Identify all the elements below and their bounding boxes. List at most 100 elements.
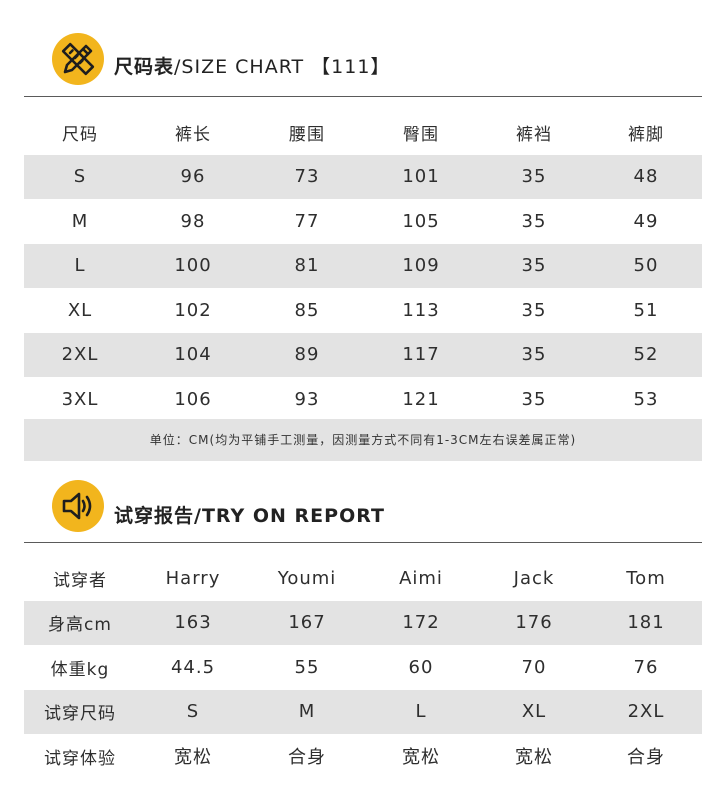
table-cell: 70 <box>521 656 547 678</box>
table-cell: Jack <box>513 567 555 589</box>
table-row: S 96 73 101 35 48 <box>24 154 702 199</box>
size-label: 2XL <box>24 332 136 377</box>
try-on-report-title-en: /TRY ON REPORT <box>194 505 385 527</box>
table-cell: 100 <box>136 243 250 288</box>
table-cell: 35 <box>478 154 590 199</box>
size-label: XL <box>67 299 93 321</box>
table-row: 3XL 106 93 121 35 53 <box>24 377 702 422</box>
table-row: L 100 81 109 35 50 <box>24 243 702 288</box>
size-label: L <box>24 243 136 288</box>
row-label: 身高cm <box>24 600 136 645</box>
size-chart-title-en: /SIZE CHART 【111】 <box>174 56 391 78</box>
table-cell: 52 <box>590 332 702 377</box>
row-label: 试穿者 <box>53 570 107 591</box>
table-row: 试穿体验 宽松 合身 宽松 宽松 合身 <box>24 734 702 779</box>
size-label: S <box>24 154 136 199</box>
header-cell: 尺码 <box>62 124 98 145</box>
table-row: XL 102 85 113 35 51 <box>24 288 702 333</box>
table-cell: Harry <box>165 567 221 589</box>
table-row: 体重kg 44.5 55 60 70 76 <box>24 645 702 690</box>
measurement-note: 单位：CM(均为平铺手工测量，因测量方式不同有1-3CM左右误差属正常) <box>24 419 702 461</box>
table-cell: 106 <box>174 388 212 410</box>
table-cell: 181 <box>590 600 702 645</box>
row-label: 试穿尺码 <box>24 689 136 734</box>
table-cell: L <box>364 689 478 734</box>
size-chart-header-row: 尺码 裤长 腰围 臀围 裤裆 裤脚 <box>24 110 702 155</box>
table-cell: 48 <box>590 154 702 199</box>
table-cell: M <box>250 689 364 734</box>
header-cell: 臀围 <box>403 124 439 145</box>
table-cell: 宽松 <box>402 747 440 769</box>
size-chart-header: 尺码表/SIZE CHART 【111】 <box>0 30 726 90</box>
table-cell: 101 <box>364 154 478 199</box>
table-cell: 163 <box>136 600 250 645</box>
table-cell: 117 <box>364 332 478 377</box>
table-cell: Aimi <box>399 567 443 589</box>
table-row: M 98 77 105 35 49 <box>24 199 702 244</box>
table-cell: 176 <box>478 600 590 645</box>
table-cell: 172 <box>364 600 478 645</box>
table-cell: 105 <box>402 210 440 232</box>
table-cell: 35 <box>521 210 547 232</box>
table-cell: 109 <box>364 243 478 288</box>
table-cell: 76 <box>633 656 659 678</box>
try-on-report-title-cn: 试穿报告 <box>114 505 195 527</box>
table-cell: 73 <box>250 154 364 199</box>
row-label: 体重kg <box>50 659 110 680</box>
table-cell: 35 <box>521 388 547 410</box>
table-cell: 81 <box>250 243 364 288</box>
table-cell: 宽松 <box>174 747 212 769</box>
try-on-report-badge <box>52 480 104 532</box>
table-cell: Tom <box>626 567 666 589</box>
table-cell: 35 <box>521 299 547 321</box>
table-cell: 53 <box>633 388 659 410</box>
table-cell: Youmi <box>277 567 337 589</box>
try-on-report-rule <box>24 542 702 543</box>
size-chart-rule <box>24 96 702 97</box>
table-cell: 35 <box>478 243 590 288</box>
table-cell: 93 <box>294 388 320 410</box>
size-chart-badge <box>52 33 104 85</box>
table-cell: 合身 <box>627 747 665 769</box>
size-chart-table: 尺码 裤长 腰围 臀围 裤裆 裤脚 S 96 73 101 35 48 M 98… <box>24 110 702 422</box>
table-cell: S <box>136 689 250 734</box>
header-cell: 裤长 <box>175 124 211 145</box>
table-cell: 113 <box>402 299 440 321</box>
table-row: 试穿尺码 S M L XL 2XL <box>24 689 702 734</box>
table-cell: 102 <box>174 299 212 321</box>
table-cell: 89 <box>250 332 364 377</box>
table-cell: 98 <box>180 210 206 232</box>
table-cell: 50 <box>590 243 702 288</box>
table-cell: 35 <box>478 332 590 377</box>
try-on-report-title: 试穿报告/TRY ON REPORT <box>114 501 385 528</box>
table-row: 2XL 104 89 117 35 52 <box>24 332 702 377</box>
header-cell: 腰围 <box>289 124 325 145</box>
table-cell: 96 <box>136 154 250 199</box>
table-cell: 44.5 <box>170 656 216 678</box>
table-cell: 104 <box>136 332 250 377</box>
try-on-report-header: 试穿报告/TRY ON REPORT <box>0 477 726 537</box>
table-row: 试穿者 Harry Youmi Aimi Jack Tom <box>24 556 702 601</box>
table-cell: 49 <box>633 210 659 232</box>
size-chart-title: 尺码表/SIZE CHART 【111】 <box>114 52 390 79</box>
row-label: 试穿体验 <box>44 748 116 769</box>
table-cell: 121 <box>402 388 440 410</box>
table-cell: 85 <box>294 299 320 321</box>
header-cell: 裤裆 <box>516 124 552 145</box>
table-cell: 宽松 <box>515 747 553 769</box>
try-on-report-table: 试穿者 Harry Youmi Aimi Jack Tom 身高cm 163 1… <box>24 556 702 779</box>
table-cell: 合身 <box>288 747 326 769</box>
size-chart-title-cn: 尺码表 <box>114 56 175 78</box>
table-cell: 55 <box>294 656 320 678</box>
ruler-pencil-icon <box>61 42 95 76</box>
table-cell: XL <box>478 689 590 734</box>
table-cell: 167 <box>250 600 364 645</box>
table-row: 身高cm 163 167 172 176 181 <box>24 600 702 645</box>
table-cell: 2XL <box>590 689 702 734</box>
table-cell: 60 <box>408 656 434 678</box>
size-label: 3XL <box>61 388 99 410</box>
table-cell: 51 <box>633 299 659 321</box>
size-label: M <box>71 210 89 232</box>
speaker-icon <box>62 492 92 520</box>
